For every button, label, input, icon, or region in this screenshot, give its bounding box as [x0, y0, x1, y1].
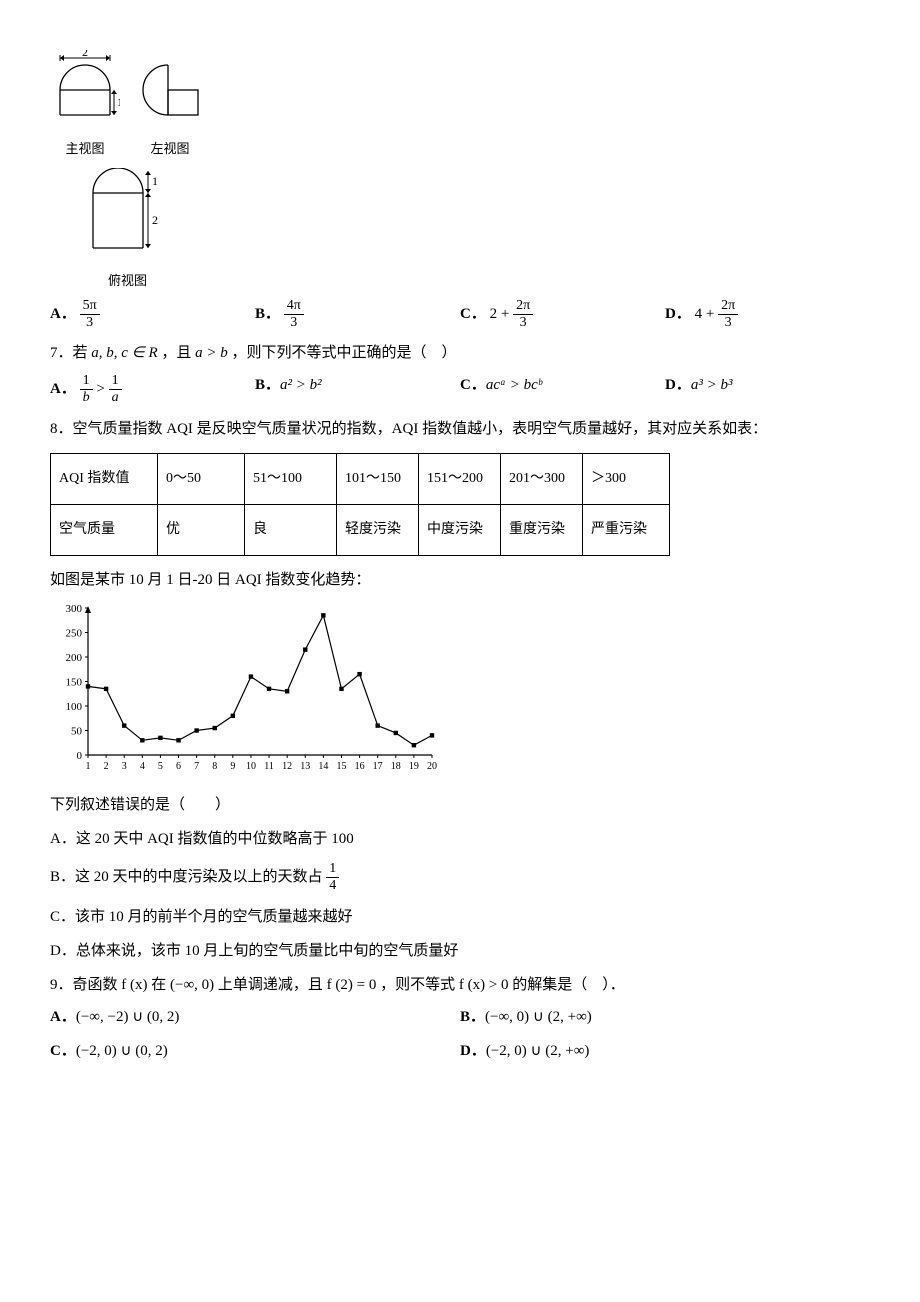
- svg-text:1: 1: [86, 761, 91, 772]
- svg-text:10: 10: [246, 761, 256, 772]
- svg-text:7: 7: [194, 761, 199, 772]
- q7-options: A． 1b > 1a B．a² > b² C．acᵃ > bcᵇ D．a³ > …: [50, 373, 870, 406]
- q9-option-a: A．(−∞, −2) ∪ (0, 2): [50, 1005, 460, 1029]
- q7-option-b: B．a² > b²: [255, 373, 460, 406]
- top-view: 1 2 俯视图: [50, 168, 205, 293]
- svg-text:200: 200: [66, 652, 83, 664]
- svg-text:16: 16: [355, 761, 365, 772]
- svg-text:18: 18: [391, 761, 401, 772]
- svg-text:9: 9: [230, 761, 235, 772]
- q7-text: 7．若 a, b, c ∈ R ，且 a > b ，则下列不等式中正确的是（ ）: [50, 341, 870, 365]
- top-view-label: 俯视图: [50, 271, 205, 292]
- q8-option-d: D．总体来说，该市 10 月上旬的空气质量比中旬的空气质量好: [50, 939, 870, 963]
- svg-text:8: 8: [212, 761, 217, 772]
- q9-options-row2: C．(−2, 0) ∪ (0, 2) D．(−2, 0) ∪ (2, +∞): [50, 1039, 870, 1063]
- svg-text:100: 100: [66, 701, 83, 713]
- q8-option-b: B．这 20 天中的中度污染及以上的天数占 14: [50, 861, 870, 894]
- svg-text:50: 50: [71, 726, 83, 738]
- q9-options-row1: A．(−∞, −2) ∪ (0, 2) B．(−∞, 0) ∪ (2, +∞): [50, 1005, 870, 1029]
- q6-option-a: A． 5π3: [50, 298, 255, 331]
- aqi-table: AQI 指数值 0～50 51～100 101～150 151～200 201～…: [50, 453, 670, 557]
- q6-option-b: B． 4π3: [255, 298, 460, 331]
- q9-option-d: D．(−2, 0) ∪ (2, +∞): [460, 1039, 870, 1063]
- svg-text:11: 11: [264, 761, 274, 772]
- svg-text:6: 6: [176, 761, 181, 772]
- svg-text:0: 0: [77, 750, 83, 762]
- table-row: AQI 指数值 0～50 51～100 101～150 151～200 201～…: [51, 453, 670, 504]
- dim-top-1: 1: [152, 174, 158, 188]
- svg-text:250: 250: [66, 628, 83, 640]
- front-view-label: 主视图: [50, 139, 120, 160]
- table-row: 空气质量 优 良 轻度污染 中度污染 重度污染 严重污染: [51, 504, 670, 555]
- q6-options: A． 5π3 B． 4π3 C． 2 + 2π3 D． 4 + 2π3: [50, 298, 870, 331]
- q6-option-d: D． 4 + 2π3: [665, 298, 870, 331]
- left-view-label: 左视图: [135, 139, 205, 160]
- q9-option-b: B．(−∞, 0) ∪ (2, +∞): [460, 1005, 870, 1029]
- svg-text:4: 4: [140, 761, 145, 772]
- svg-text:15: 15: [336, 761, 346, 772]
- svg-text:17: 17: [373, 761, 383, 772]
- front-view: 2 1 主视图: [50, 50, 120, 160]
- svg-text:13: 13: [300, 761, 310, 772]
- dim-2-label: 2: [82, 50, 88, 59]
- q9-text: 9．奇函数 f (x) 在 (−∞, 0) 上单调递减，且 f (2) = 0 …: [50, 973, 870, 997]
- svg-text:150: 150: [66, 677, 83, 689]
- svg-text:19: 19: [409, 761, 419, 772]
- three-views: 2 1 主视图 左视图: [50, 50, 870, 292]
- svg-text:12: 12: [282, 761, 292, 772]
- dim-1-label: 1: [117, 95, 120, 109]
- q8-below: 下列叙述错误的是（ ）: [50, 793, 870, 817]
- q8-option-c: C．该市 10 月的前半个月的空气质量越来越好: [50, 905, 870, 929]
- svg-text:14: 14: [318, 761, 328, 772]
- q6-option-c: C． 2 + 2π3: [460, 298, 665, 331]
- svg-text:3: 3: [122, 761, 127, 772]
- svg-text:20: 20: [427, 761, 437, 772]
- aqi-chart: 0501001502002503001234567891011121314151…: [50, 600, 870, 783]
- q8-intro: 8．空气质量指数 AQI 是反映空气质量状况的指数，AQI 指数值越小，表明空气…: [50, 417, 870, 441]
- svg-text:5: 5: [158, 761, 163, 772]
- q7-option-d: D．a³ > b³: [665, 373, 870, 406]
- svg-text:300: 300: [66, 603, 83, 615]
- q9-option-c: C．(−2, 0) ∪ (0, 2): [50, 1039, 460, 1063]
- dim-top-2: 2: [152, 213, 158, 227]
- q7-option-c: C．acᵃ > bcᵇ: [460, 373, 665, 406]
- q8-chart-intro: 如图是某市 10 月 1 日-20 日 AQI 指数变化趋势：: [50, 568, 870, 592]
- q8-option-a: A．这 20 天中 AQI 指数值的中位数略高于 100: [50, 827, 870, 851]
- q7-option-a: A． 1b > 1a: [50, 373, 255, 406]
- svg-text:2: 2: [104, 761, 109, 772]
- left-view: 左视图: [135, 50, 205, 160]
